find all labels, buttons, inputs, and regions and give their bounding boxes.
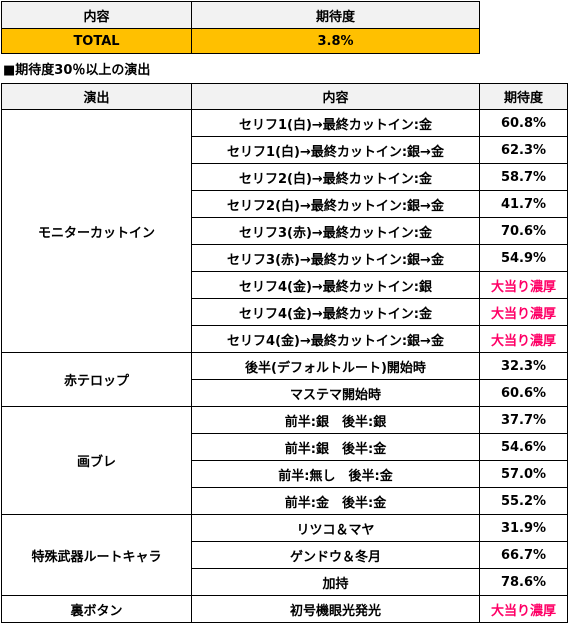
content-cell: 加持 (191, 568, 480, 596)
table-row: セリフ4(金)→最終カットイン:銀 大当り濃厚 (2, 271, 568, 299)
table-row: 裏ボタン 初号機眼光発光 大当り濃厚 (1, 595, 568, 623)
table-row: ゲンドウ＆冬月 66.7% (2, 541, 568, 569)
expectation-cell: 31.9% (479, 514, 568, 542)
content-cell: セリフ1(白)→最終カットイン:金 (191, 109, 480, 137)
summary-total-row: TOTAL 3.8% (1, 28, 480, 54)
table-row: モニターカットイン セリフ1(白)→最終カットイン:金 60.8% (1, 109, 568, 353)
performance-table: 演出 内容 期待度 モニターカットイン セリフ1(白)→最終カットイン:金 60.8… (1, 83, 568, 623)
content-cell: 前半:無し 後半:金 (191, 460, 480, 488)
expectation-cell: 大当り濃厚 (479, 325, 568, 353)
expectation-cell: 大当り濃厚 (479, 271, 568, 299)
summary-header-content: 内容 (1, 1, 192, 29)
table-row: セリフ4(金)→最終カットイン:銀→金 大当り濃厚 (2, 325, 568, 353)
expectation-cell: 大当り濃厚 (479, 298, 568, 326)
header-content: 内容 (191, 83, 480, 110)
table-row: 特殊武器ルートキャラ リツコ＆マヤ 31.9% (1, 514, 568, 596)
expectation-cell: 62.3% (479, 136, 568, 164)
table-row: 加持 78.6% (2, 568, 568, 596)
table-row: セリフ1(白)→最終カットイン:銀→金 62.3% (2, 136, 568, 164)
content-cell: セリフ3(赤)→最終カットイン:金 (191, 217, 480, 245)
group-name-cell: モニターカットイン (1, 109, 192, 353)
header-performance: 演出 (1, 83, 192, 110)
group-name-cell: 赤テロップ (1, 352, 192, 407)
expectation-cell: 66.7% (479, 541, 568, 569)
summary-table: 内容 期待度 TOTAL 3.8% (1, 1, 480, 54)
group-name-cell: 裏ボタン (1, 595, 192, 623)
summary-header-row: 内容 期待度 (1, 1, 480, 29)
expectation-cell: 60.8% (479, 109, 568, 137)
expectation-cell: 32.3% (479, 352, 568, 380)
table-row: 前半:金 後半:金 55.2% (2, 487, 568, 515)
content-cell: セリフ1(白)→最終カットイン:銀→金 (191, 136, 480, 164)
expectation-cell: 54.9% (479, 244, 568, 272)
table-row: セリフ3(赤)→最終カットイン:銀→金 54.9% (2, 244, 568, 272)
content-cell: セリフ4(金)→最終カットイン:銀→金 (191, 325, 480, 353)
header-expectation: 期待度 (479, 83, 568, 110)
content-cell: セリフ4(金)→最終カットイン:銀 (191, 271, 480, 299)
expectation-cell: 60.6% (479, 379, 568, 407)
expectation-cell: 37.7% (479, 406, 568, 434)
table-row: 前半:銀 後半:金 54.6% (2, 433, 568, 461)
expectation-cell: 58.7% (479, 163, 568, 191)
expectation-cell: 55.2% (479, 487, 568, 515)
summary-header-expectation: 期待度 (191, 1, 480, 29)
content-cell: 後半(デフォルトルート)開始時 (191, 352, 480, 380)
expectation-cell: 57.0% (479, 460, 568, 488)
summary-total-label: TOTAL (1, 28, 192, 54)
section-title: ■期待度30％以上の演出 (3, 63, 151, 78)
content-cell: 初号機眼光発光 (191, 595, 480, 623)
expectation-cell: 大当り濃厚 (479, 595, 568, 623)
table-row: セリフ3(赤)→最終カットイン:金 70.6% (2, 217, 568, 245)
expectation-cell: 54.6% (479, 433, 568, 461)
content-cell: 前半:銀 後半:銀 (191, 406, 480, 434)
content-cell: セリフ2(白)→最終カットイン:銀→金 (191, 190, 480, 218)
group-name-cell: 画ブレ (1, 406, 192, 515)
table-row: セリフ4(金)→最終カットイン:金 大当り濃厚 (2, 298, 568, 326)
group-name-cell: 特殊武器ルートキャラ (1, 514, 192, 596)
table-row: 画ブレ 前半:銀 後半:銀 37.7% (1, 406, 568, 515)
content-cell: マステマ開始時 (191, 379, 480, 407)
content-cell: ゲンドウ＆冬月 (191, 541, 480, 569)
table-row: 赤テロップ 後半(デフォルトルート)開始時 32.3% (1, 352, 568, 407)
expectation-cell: 41.7% (479, 190, 568, 218)
content-cell: 前半:銀 後半:金 (191, 433, 480, 461)
summary-total-value: 3.8% (191, 28, 480, 54)
content-cell: セリフ2(白)→最終カットイン:金 (191, 163, 480, 191)
table-body: モニターカットイン セリフ1(白)→最終カットイン:金 60.8% セリフ1(白)→最… (1, 109, 568, 623)
expectation-cell: 78.6% (479, 568, 568, 596)
content-cell: セリフ3(赤)→最終カットイン:銀→金 (191, 244, 480, 272)
content-cell: リツコ＆マヤ (191, 514, 480, 542)
expectation-cell: 70.6% (479, 217, 568, 245)
table-row: セリフ2(白)→最終カットイン:銀→金 41.7% (2, 190, 568, 218)
table-row: 前半:無し 後半:金 57.0% (2, 460, 568, 488)
content-cell: 前半:金 後半:金 (191, 487, 480, 515)
table-header-row: 演出 内容 期待度 (1, 83, 568, 110)
content-cell: セリフ4(金)→最終カットイン:金 (191, 298, 480, 326)
